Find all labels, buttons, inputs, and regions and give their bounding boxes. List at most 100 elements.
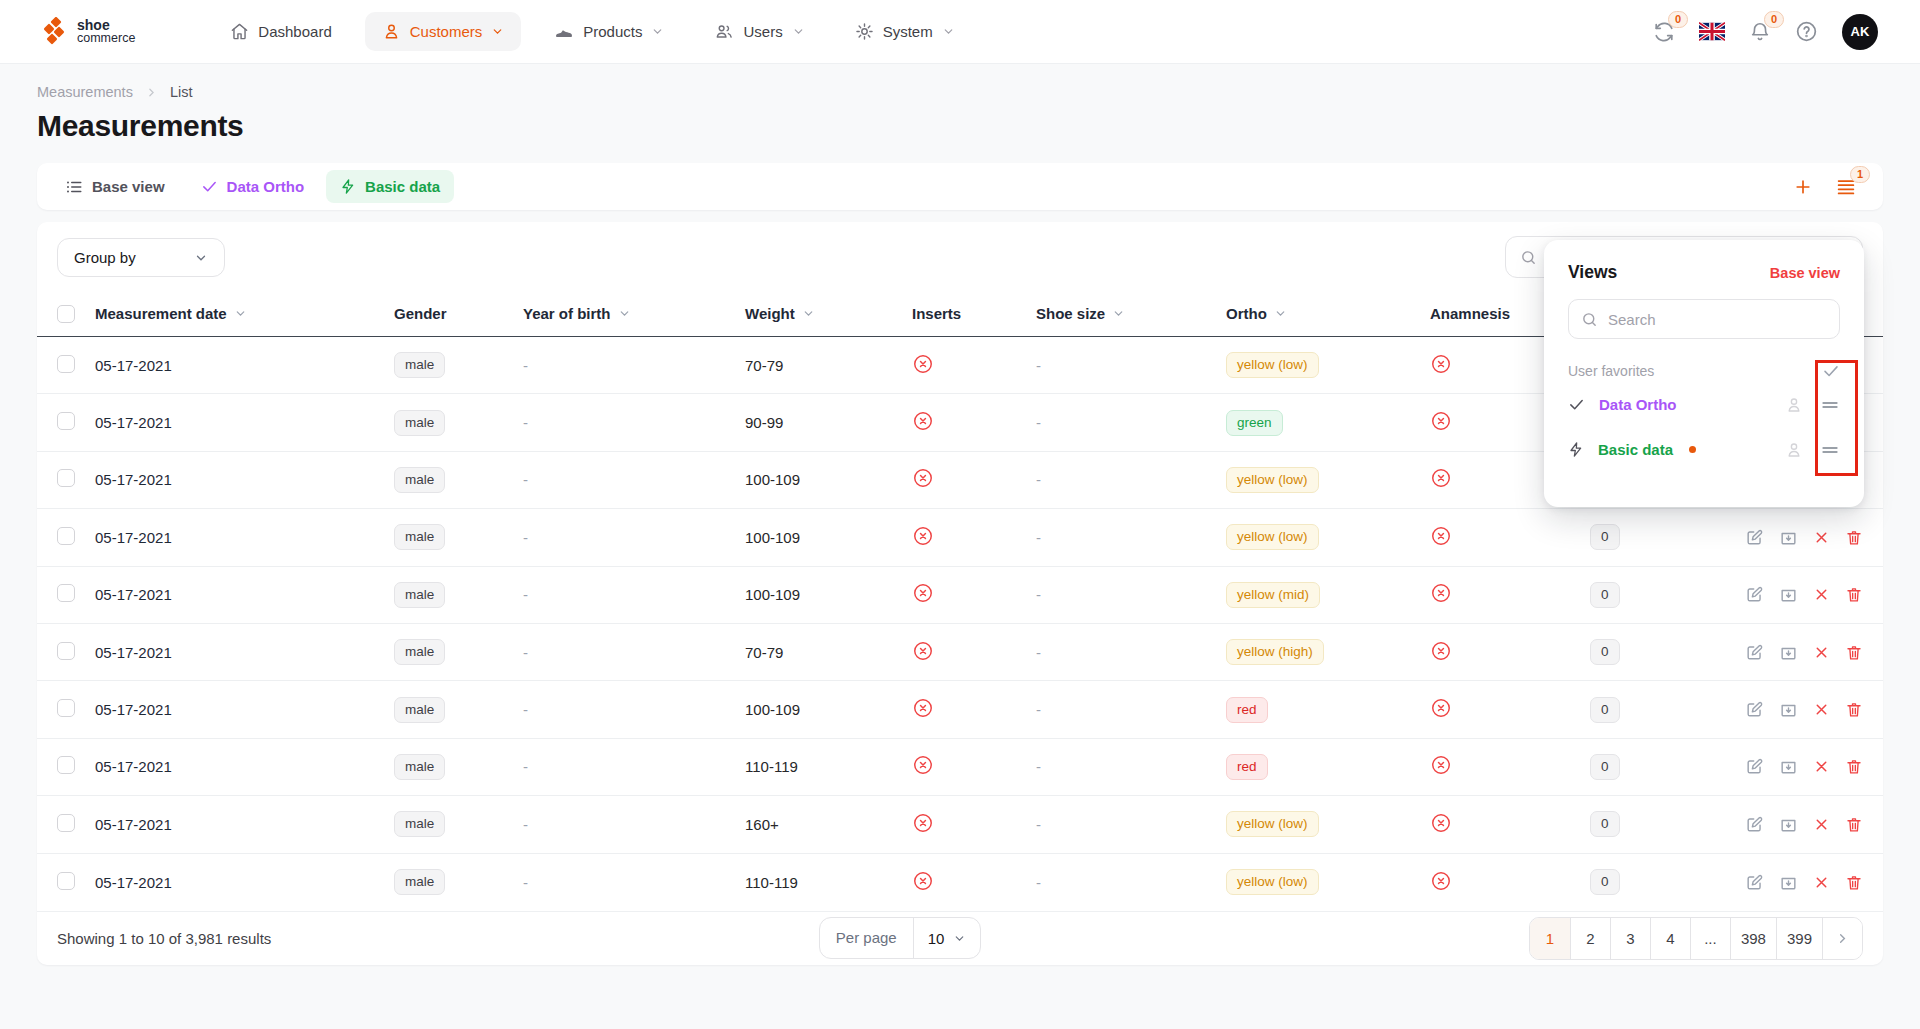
row-checkbox[interactable] xyxy=(57,756,75,774)
gender-badge: male xyxy=(394,410,445,436)
group-by-select[interactable]: Group by xyxy=(57,238,225,277)
year-of-birth-cell: - xyxy=(523,758,745,775)
views-item-data-ortho[interactable]: Data Ortho xyxy=(1568,382,1840,427)
archive-button[interactable] xyxy=(1779,757,1798,776)
delete-button[interactable] xyxy=(1845,528,1863,547)
edit-button[interactable] xyxy=(1745,528,1764,547)
chevron-down-icon xyxy=(651,25,664,38)
edit-button[interactable] xyxy=(1745,643,1764,662)
row-checkbox[interactable] xyxy=(57,642,75,660)
weight-cell: 100-109 xyxy=(745,471,912,488)
cancel-button[interactable] xyxy=(1813,529,1830,546)
gender-badge: male xyxy=(394,639,445,665)
archive-button[interactable] xyxy=(1779,700,1798,719)
sync-button[interactable]: 0 xyxy=(1653,21,1675,43)
nav-item-customers[interactable]: Customers xyxy=(365,12,522,51)
views-list-button[interactable]: 1 xyxy=(1835,176,1857,198)
column-header[interactable]: Shoe size xyxy=(1036,305,1226,322)
page-button[interactable]: 399 xyxy=(1776,918,1822,959)
edit-button[interactable] xyxy=(1745,757,1764,776)
delete-button[interactable] xyxy=(1845,643,1863,662)
archive-button[interactable] xyxy=(1779,873,1798,892)
anamnesis-no-icon xyxy=(1430,754,1452,776)
per-page-select[interactable]: 10 xyxy=(914,930,981,947)
row-checkbox[interactable] xyxy=(57,412,75,430)
delete-button[interactable] xyxy=(1845,585,1863,604)
row-checkbox[interactable] xyxy=(57,469,75,487)
row-checkbox[interactable] xyxy=(57,527,75,545)
cancel-button[interactable] xyxy=(1813,586,1830,603)
tab-label: Data Ortho xyxy=(227,178,305,195)
column-header[interactable]: Ortho xyxy=(1226,305,1430,322)
column-header[interactable]: Measurement date xyxy=(95,305,394,322)
page-button[interactable]: 4 xyxy=(1650,918,1690,959)
cancel-button[interactable] xyxy=(1813,758,1830,775)
views-item-basic-data[interactable]: Basic data xyxy=(1568,427,1840,472)
notifications-button[interactable]: 0 xyxy=(1749,21,1771,43)
nav-item-users[interactable]: Users xyxy=(697,12,821,51)
brand-logo[interactable]: shoe commerce xyxy=(42,17,135,47)
row-actions xyxy=(1745,815,1863,834)
row-checkbox[interactable] xyxy=(57,814,75,832)
page-button[interactable]: 1 xyxy=(1530,918,1570,959)
topbar-right: 0 0 AK xyxy=(1653,14,1878,50)
delete-button[interactable] xyxy=(1845,757,1863,776)
tab-basic-data[interactable]: Basic data xyxy=(326,170,454,203)
delete-button[interactable] xyxy=(1845,815,1863,834)
row-checkbox[interactable] xyxy=(57,872,75,890)
tab-data-ortho[interactable]: Data Ortho xyxy=(187,170,319,203)
cancel-button[interactable] xyxy=(1813,816,1830,833)
delete-button[interactable] xyxy=(1845,700,1863,719)
next-page-button[interactable] xyxy=(1822,918,1862,959)
edit-button[interactable] xyxy=(1745,873,1764,892)
archive-button[interactable] xyxy=(1779,585,1798,604)
language-button[interactable] xyxy=(1699,22,1725,41)
measurement-date-cell: 05-17-2021 xyxy=(95,357,394,374)
year-of-birth-cell: - xyxy=(523,701,745,718)
row-checkbox[interactable] xyxy=(57,699,75,717)
archive-button[interactable] xyxy=(1779,528,1798,547)
base-view-link[interactable]: Base view xyxy=(1770,265,1840,281)
shoe-size-cell: - xyxy=(1036,644,1226,661)
nav-item-system[interactable]: System xyxy=(838,12,972,51)
inserts-no-icon xyxy=(912,525,934,547)
edit-button[interactable] xyxy=(1745,700,1764,719)
year-of-birth-cell: - xyxy=(523,644,745,661)
cancel-button[interactable] xyxy=(1813,701,1830,718)
page-button[interactable]: 2 xyxy=(1570,918,1610,959)
column-header[interactable]: Year of birth xyxy=(523,305,745,322)
cancel-button[interactable] xyxy=(1813,644,1830,661)
drag-handle-icon[interactable] xyxy=(1820,444,1840,456)
edit-button[interactable] xyxy=(1745,815,1764,834)
drag-handle-icon[interactable] xyxy=(1820,399,1840,411)
add-view-button[interactable] xyxy=(1793,177,1813,197)
row-checkbox[interactable] xyxy=(57,584,75,602)
nav-item-products[interactable]: Products xyxy=(537,12,681,52)
measurement-date-cell: 05-17-2021 xyxy=(95,471,394,488)
help-button[interactable] xyxy=(1795,20,1818,43)
breadcrumb-measurements[interactable]: Measurements xyxy=(37,84,133,100)
avatar[interactable]: AK xyxy=(1842,14,1878,50)
page-button[interactable]: ... xyxy=(1690,918,1730,959)
tab-label: Base view xyxy=(92,178,165,195)
views-search-input[interactable] xyxy=(1608,311,1827,328)
inserts-no-icon xyxy=(912,697,934,719)
cancel-button[interactable] xyxy=(1813,874,1830,891)
anamnesis-no-icon xyxy=(1430,812,1452,834)
page-button[interactable]: 3 xyxy=(1610,918,1650,959)
nav-item-dashboard[interactable]: Dashboard xyxy=(213,12,348,51)
tab-label: Basic data xyxy=(365,178,440,195)
delete-button[interactable] xyxy=(1845,873,1863,892)
select-all-checkbox[interactable] xyxy=(57,305,75,323)
edit-button[interactable] xyxy=(1745,585,1764,604)
nav-label: Customers xyxy=(410,23,483,40)
archive-button[interactable] xyxy=(1779,643,1798,662)
chevron-down-icon xyxy=(942,25,955,38)
archive-button[interactable] xyxy=(1779,815,1798,834)
year-of-birth-cell: - xyxy=(523,471,745,488)
page-button[interactable]: 398 xyxy=(1730,918,1776,959)
row-checkbox[interactable] xyxy=(57,355,75,373)
column-header[interactable]: Weight xyxy=(745,305,912,322)
tab-base-view[interactable]: Base view xyxy=(51,170,179,204)
gear-icon xyxy=(855,22,874,41)
